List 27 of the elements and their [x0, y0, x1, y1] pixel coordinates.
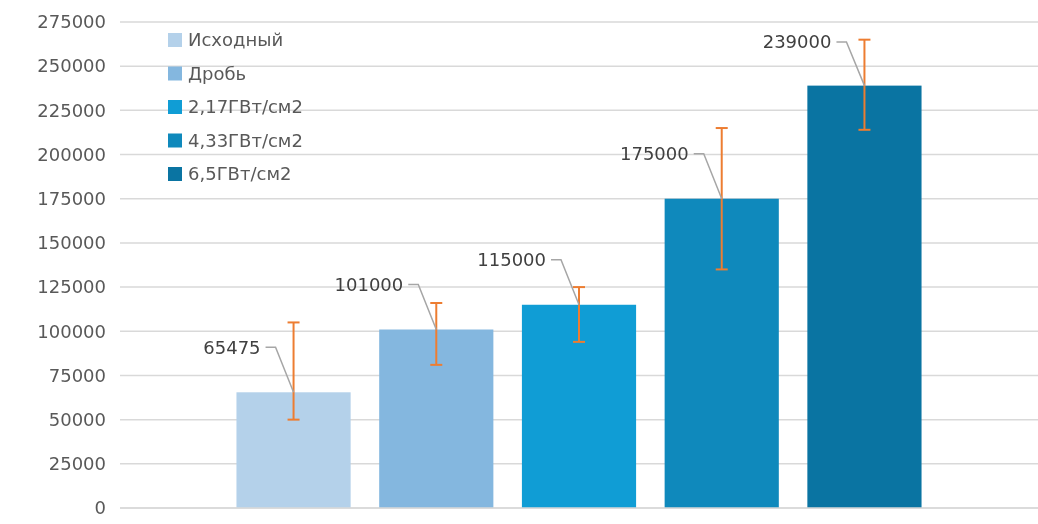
y-tick-label: 175000 — [37, 188, 106, 210]
y-tick-label: 25000 — [48, 453, 106, 475]
legend-label: 2,17ГВт/см2 — [188, 96, 303, 118]
legend-label: Дробь — [188, 62, 247, 84]
y-tick-label: 75000 — [48, 364, 106, 386]
bar — [379, 329, 494, 508]
y-tick-label: 200000 — [37, 143, 106, 165]
legend-label: Исходный — [188, 29, 284, 51]
bar — [807, 85, 922, 508]
legend-label: 6,5ГВт/см2 — [188, 163, 292, 185]
y-tick-label: 100000 — [37, 320, 106, 342]
data-label: 65475 — [203, 336, 261, 358]
data-label: 175000 — [620, 143, 689, 165]
y-tick-label: 225000 — [37, 99, 106, 121]
bar — [664, 198, 779, 508]
y-tick-label: 125000 — [37, 276, 106, 298]
bar — [521, 304, 637, 508]
y-tick-label: 250000 — [37, 55, 106, 77]
y-tick-label: 0 — [94, 497, 106, 519]
y-tick-label: 275000 — [37, 11, 106, 33]
legend-label: 4,33ГВт/см2 — [188, 129, 303, 151]
y-tick-label: 150000 — [37, 232, 106, 254]
y-tick-label: 50000 — [48, 408, 106, 430]
bar — [236, 392, 351, 508]
data-label: 239000 — [762, 31, 832, 53]
data-label: 101000 — [334, 273, 404, 295]
data-label: 115000 — [477, 249, 546, 271]
